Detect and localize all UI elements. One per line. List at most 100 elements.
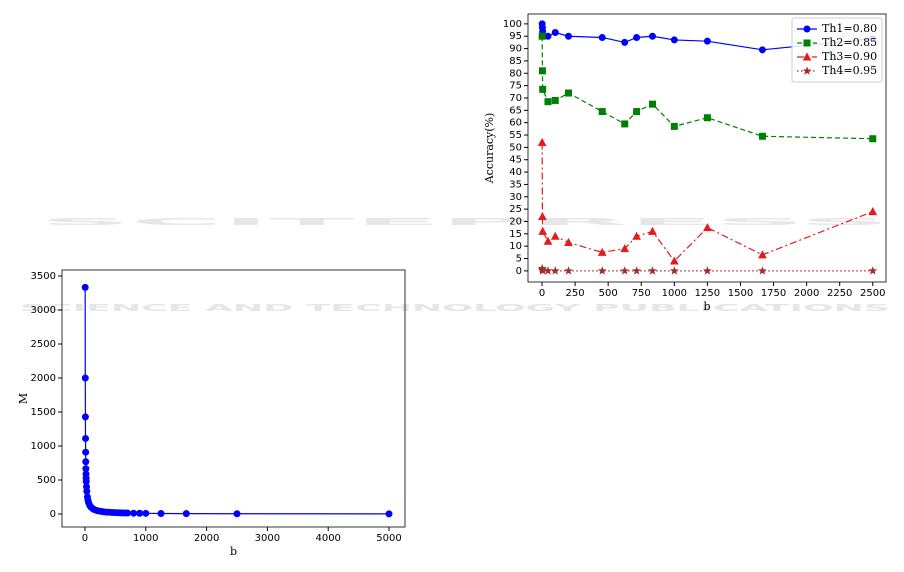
point xyxy=(648,226,657,235)
point xyxy=(633,108,641,116)
point xyxy=(551,29,559,37)
y-tick-label: 2500 xyxy=(31,339,56,350)
legend-box xyxy=(791,17,883,83)
point xyxy=(564,32,572,40)
point xyxy=(543,236,553,245)
x-tick-label: 1000 xyxy=(662,288,687,299)
x-tick-label: 3000 xyxy=(255,533,280,544)
point xyxy=(538,32,546,40)
x-tick-label: 5000 xyxy=(376,533,401,544)
y-axis-label: M xyxy=(17,393,30,404)
point xyxy=(136,509,144,517)
point xyxy=(703,37,711,45)
y-tick-label: 80 xyxy=(509,68,522,79)
point xyxy=(83,487,91,495)
series xyxy=(537,263,878,275)
point xyxy=(703,114,711,122)
y-tick-label: 500 xyxy=(37,475,56,486)
x-tick-label: 4000 xyxy=(315,533,340,544)
point xyxy=(551,96,559,104)
plot-frame xyxy=(61,269,406,528)
series xyxy=(537,137,878,265)
point xyxy=(868,266,878,275)
point xyxy=(543,266,553,275)
point xyxy=(703,223,712,232)
point xyxy=(550,231,560,240)
x-tick-label: 0 xyxy=(539,288,545,299)
x-tick-label: 1750 xyxy=(761,288,786,299)
legend-label: Th3=0.90 xyxy=(822,50,877,63)
point xyxy=(868,207,878,216)
legend-marker xyxy=(802,52,812,61)
watermark-title: SCITEPRESS xyxy=(40,217,890,228)
y-tick-label: 45 xyxy=(509,155,522,166)
point xyxy=(81,413,89,421)
y-tick-label: 15 xyxy=(509,229,522,240)
point xyxy=(620,266,630,275)
x-tick-label: 0 xyxy=(82,533,88,544)
y-tick-label: 75 xyxy=(509,81,522,92)
series xyxy=(538,32,877,143)
legend-marker xyxy=(803,25,811,33)
y-tick-label: 2000 xyxy=(31,373,56,384)
x-tick-label: 1250 xyxy=(695,288,720,299)
x-tick-label: 2250 xyxy=(827,288,852,299)
x-tick-label: 1500 xyxy=(728,288,753,299)
legend-label: Th2=0.85 xyxy=(822,36,877,49)
point xyxy=(757,266,767,275)
y-tick-label: 70 xyxy=(509,93,522,104)
point xyxy=(648,100,656,108)
line xyxy=(541,268,873,272)
y-tick-label: 20 xyxy=(509,216,522,227)
y-axis-label: Accuracy(%) xyxy=(483,113,496,185)
x-axis-label: b xyxy=(230,545,237,558)
point xyxy=(550,266,560,275)
legend-label: Th4=0.95 xyxy=(822,64,877,77)
point xyxy=(597,247,607,256)
y-tick-label: 30 xyxy=(509,192,522,203)
y-tick-label: 85 xyxy=(509,56,522,67)
point xyxy=(538,211,547,221)
x-tick-label: 750 xyxy=(632,288,651,299)
point xyxy=(669,266,679,275)
y-tick-label: 1500 xyxy=(31,407,56,418)
point xyxy=(233,510,241,518)
point xyxy=(702,266,712,275)
x-tick-label: 500 xyxy=(599,288,618,299)
point xyxy=(130,509,138,517)
point xyxy=(669,256,679,265)
point xyxy=(81,283,89,291)
y-tick-label: 10 xyxy=(509,241,522,252)
point xyxy=(564,237,573,246)
y-tick-label: 0 xyxy=(516,266,522,277)
y-tick-label: 3000 xyxy=(31,305,56,316)
point xyxy=(670,36,678,44)
point xyxy=(82,434,90,442)
series xyxy=(81,283,393,518)
y-tick-label: 40 xyxy=(509,167,522,178)
point xyxy=(648,266,657,275)
y-tick-label: 5 xyxy=(516,254,522,265)
point xyxy=(670,122,678,130)
y-tick-label: 100 xyxy=(503,19,522,30)
point xyxy=(538,67,546,75)
point xyxy=(82,458,90,466)
point xyxy=(124,509,132,517)
point xyxy=(621,38,629,46)
point xyxy=(758,46,766,54)
x-tick-label: 2500 xyxy=(860,288,885,299)
y-tick-label: 55 xyxy=(509,130,522,141)
point xyxy=(758,132,766,140)
point xyxy=(82,448,90,456)
point xyxy=(648,32,656,40)
y-tick-label: 35 xyxy=(509,179,522,190)
point xyxy=(598,33,606,41)
point xyxy=(537,137,547,146)
x-tick-label: 250 xyxy=(566,288,585,299)
x-axis-label: b xyxy=(703,300,710,313)
point xyxy=(633,33,641,41)
x-tick-label: 1000 xyxy=(133,533,158,544)
y-tick-label: 60 xyxy=(509,118,522,129)
legend-label: Th1=0.80 xyxy=(822,22,877,35)
